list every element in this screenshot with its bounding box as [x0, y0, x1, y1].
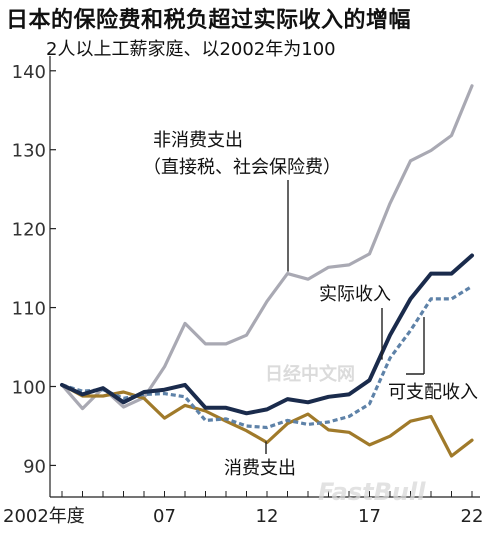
chart-title: 日本的保险费和税负超过实际收入的增幅: [6, 8, 412, 33]
x-tick-label: 17: [358, 506, 381, 527]
watermark: 日经中文网: [265, 363, 355, 385]
chart-subtitle: 2人以上工薪家庭、以2002年为100: [46, 39, 336, 60]
series-label: 实际收入: [319, 284, 391, 305]
y-tick-label: 90: [23, 456, 46, 477]
watermark-layer: 日经中文网 FastBull: [265, 363, 426, 506]
x-tick-label: 2002年度: [3, 506, 85, 527]
watermark: FastBull: [318, 478, 426, 506]
x-tick-label: 22: [461, 506, 484, 527]
axes-layer: 90 100 110 120 130 140 2002年度 07 12 17 22: [3, 56, 483, 527]
series-label: 非消费支出: [153, 130, 243, 151]
series-label: 消费支出: [224, 458, 296, 479]
y-tick-label: 120: [12, 220, 46, 241]
y-tick-label: 100: [12, 378, 46, 399]
x-tick-label: 12: [256, 506, 279, 527]
series-line: [60, 253, 474, 416]
series-label: （直接税、社会保险费）: [143, 157, 341, 178]
series-line: [60, 84, 474, 411]
series-line: [61, 284, 473, 430]
y-tick-label: 110: [12, 299, 46, 320]
y-tick-label: 140: [12, 62, 46, 83]
series-line: [60, 383, 474, 458]
x-tick-label: 07: [153, 506, 176, 527]
y-tick-label: 130: [12, 141, 46, 162]
series-lines-layer: [60, 84, 474, 458]
series-label: 可支配收入: [388, 382, 478, 403]
